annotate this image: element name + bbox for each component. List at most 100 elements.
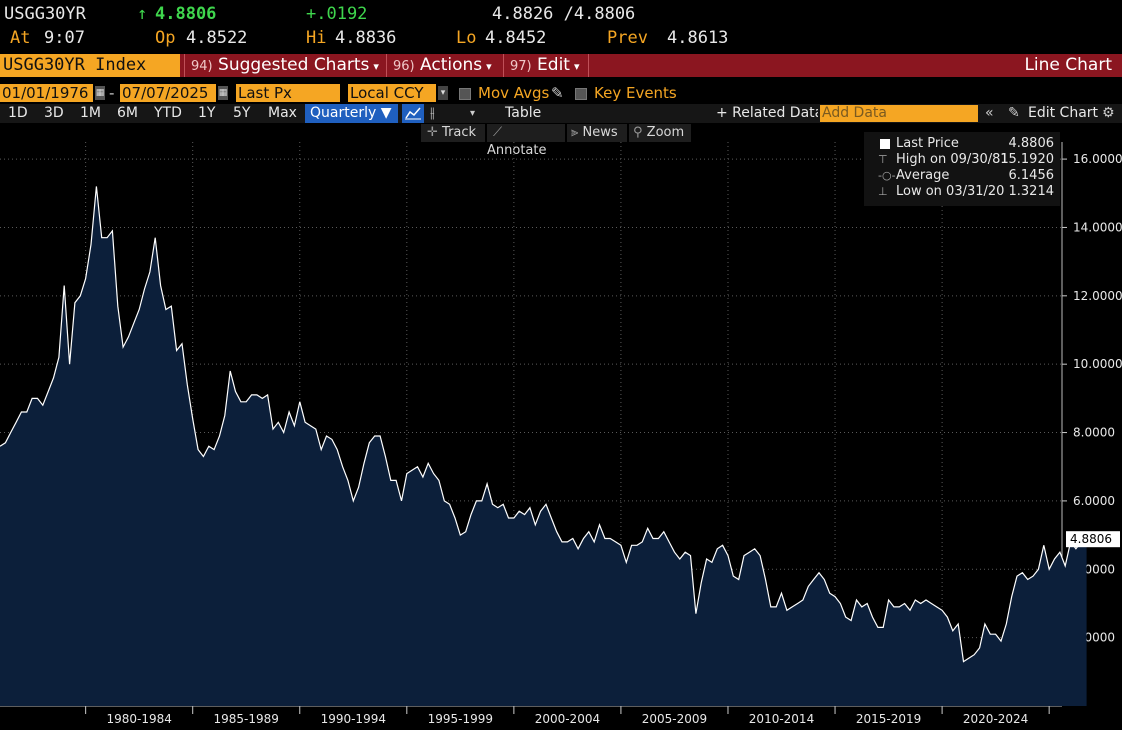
edit-num: 97) (510, 59, 532, 74)
news-label: News (582, 125, 618, 140)
candle-chart-icon[interactable]: ⫲ (430, 105, 435, 121)
annotate-label: Annotate (487, 143, 547, 158)
mov-avgs-checkbox[interactable] (459, 88, 471, 100)
table-button[interactable]: Table (505, 105, 542, 121)
x-tick-label: 2020-2024 (963, 712, 1028, 726)
series-area (0, 186, 1087, 706)
legend-row-last: Last Price 4.8806 (864, 136, 1060, 152)
calendar-icon[interactable]: ▦ (218, 86, 228, 100)
suggested-charts-label: Suggested Charts (218, 55, 370, 75)
edit-label: Edit (537, 55, 570, 75)
annotate-button[interactable]: ⟋ Annotate (487, 124, 565, 158)
legend-name: Last Price (896, 136, 959, 151)
gear-icon[interactable]: ⚙ (1102, 105, 1115, 121)
x-tick-label: 1990-1994 (321, 712, 386, 726)
last-price-swatch (880, 139, 890, 149)
net-change: +.0192 (306, 4, 368, 24)
pencil-icon[interactable]: ✎ (1008, 105, 1020, 121)
low-marker-icon: ⊥ (878, 185, 888, 198)
range-5y-button[interactable]: 5Y (233, 105, 251, 121)
pencil-icon[interactable]: ✎ (551, 84, 564, 102)
legend-row-average: -○- Average 6.1456 (864, 168, 1060, 184)
field-select[interactable]: Last Px (236, 84, 340, 102)
ticker-symbol: USGG30YR (4, 4, 86, 24)
collapse-icon[interactable]: « (985, 105, 994, 121)
x-tick-label: 1995-1999 (428, 712, 493, 726)
bid-ask: 4.8826 /4.8806 (492, 4, 636, 24)
y-tick-label: 10.0000 (1073, 357, 1122, 371)
y-tick-label: 12.0000 (1073, 289, 1122, 303)
key-events-label: Key Events (594, 84, 677, 102)
track-button[interactable]: ✛ Track (421, 124, 485, 142)
open-label: Op (155, 28, 176, 48)
zoom-button[interactable]: ⚲ Zoom (629, 124, 691, 142)
range-ytd-button[interactable]: YTD (154, 105, 182, 121)
up-arrow-icon: ↑ (137, 4, 148, 24)
end-date-field[interactable]: 07/07/2025 (120, 84, 216, 102)
legend-value: 15.1920 (1000, 152, 1054, 167)
range-max-button[interactable]: Max (268, 105, 297, 121)
magnifier-icon: ⚲ (633, 125, 643, 140)
chevron-down-icon[interactable]: ▾ (470, 108, 476, 119)
edit-menu[interactable]: 97) Edit ▾ (503, 54, 585, 77)
price-chart[interactable]: 2.00004.00006.00008.000010.000012.000014… (0, 142, 1122, 730)
y-tick-label: 16.0000 (1073, 152, 1122, 166)
y-tick-label: 8.0000 (1073, 426, 1115, 440)
range-1y-button[interactable]: 1Y (198, 105, 216, 121)
key-events-checkbox[interactable] (575, 88, 587, 100)
dropdown-arrow-icon[interactable]: ▾ (438, 86, 448, 100)
actions-menu[interactable]: 96) Actions ▾ (386, 54, 498, 77)
currency-select[interactable]: Local CCY (348, 84, 436, 102)
crosshair-icon: ✛ (427, 125, 438, 140)
menu-divider (588, 54, 589, 77)
series-line (0, 186, 1087, 663)
low-value: 4.8452 (485, 28, 547, 48)
menu-bar: USGG30YR Index 94) Suggested Charts ▾ 96)… (0, 54, 1122, 77)
date-separator: - (109, 84, 115, 102)
line-chart-icon[interactable] (402, 104, 424, 123)
track-label: Track (442, 125, 477, 140)
x-tick-label: 2005-2009 (642, 712, 707, 726)
suggested-charts-menu[interactable]: 94) Suggested Charts ▾ (184, 54, 385, 77)
chart-type-label: Line Chart (1024, 55, 1112, 75)
low-label: Lo (456, 28, 477, 48)
quote-time: 9:07 (44, 28, 85, 48)
y-tick-label: 6.0000 (1073, 494, 1115, 508)
legend-name: High on 09/30/81 (896, 152, 1009, 167)
line-chart-glyph (405, 107, 421, 120)
y-tick-label: 14.0000 (1073, 220, 1122, 234)
news-button[interactable]: ⫸ News (567, 124, 627, 142)
x-tick-label: 1980-1984 (106, 712, 171, 726)
news-icon: ⫸ (571, 125, 579, 140)
security-field[interactable]: USGG30YR Index (0, 54, 180, 77)
average-marker-icon: -○- (878, 169, 896, 182)
chart-params-row: 01/01/1976 ▦ - 07/07/2025 ▦ Last Px Loca… (0, 84, 1122, 103)
calendar-icon[interactable]: ▦ (95, 86, 105, 100)
last-value-label: 4.8806 (1070, 532, 1112, 546)
period-select[interactable]: Quarterly ▼ (305, 104, 398, 123)
range-1m-button[interactable]: 1M (80, 105, 101, 121)
start-date-field[interactable]: 01/01/1976 (0, 84, 93, 102)
actions-num: 96) (393, 59, 415, 74)
legend-value: 4.8806 (1008, 136, 1055, 151)
legend-name: Low on 03/31/20 (896, 184, 1005, 199)
x-tick-label: 2000-2004 (535, 712, 600, 726)
last-value-tag (1066, 531, 1120, 548)
chevron-down-icon: ▾ (373, 60, 379, 73)
prev-value: 4.8613 (667, 28, 729, 48)
range-3d-button[interactable]: 3D (44, 105, 64, 121)
chevron-down-icon: ▾ (486, 60, 492, 73)
range-toolbar: 1D 3D 1M 6M YTD 1Y 5Y Max Quarterly ▼ ⫲ … (0, 104, 1122, 123)
chart-legend: Last Price 4.8806 ⊤ High on 09/30/81 15.… (864, 132, 1060, 206)
range-6m-button[interactable]: 6M (117, 105, 138, 121)
legend-value: 1.3214 (1008, 184, 1055, 199)
edit-chart-button[interactable]: Edit Chart (1028, 105, 1099, 121)
prev-label: Prev (607, 28, 648, 48)
related-data-button[interactable]: + Related Data (716, 105, 818, 121)
chevron-down-icon: ▾ (573, 60, 580, 73)
at-label: At (10, 28, 31, 48)
legend-value: 6.1456 (1008, 168, 1055, 183)
range-1d-button[interactable]: 1D (8, 105, 28, 121)
high-value: 4.8836 (335, 28, 397, 48)
add-data-input[interactable]: Add Data (820, 105, 978, 122)
